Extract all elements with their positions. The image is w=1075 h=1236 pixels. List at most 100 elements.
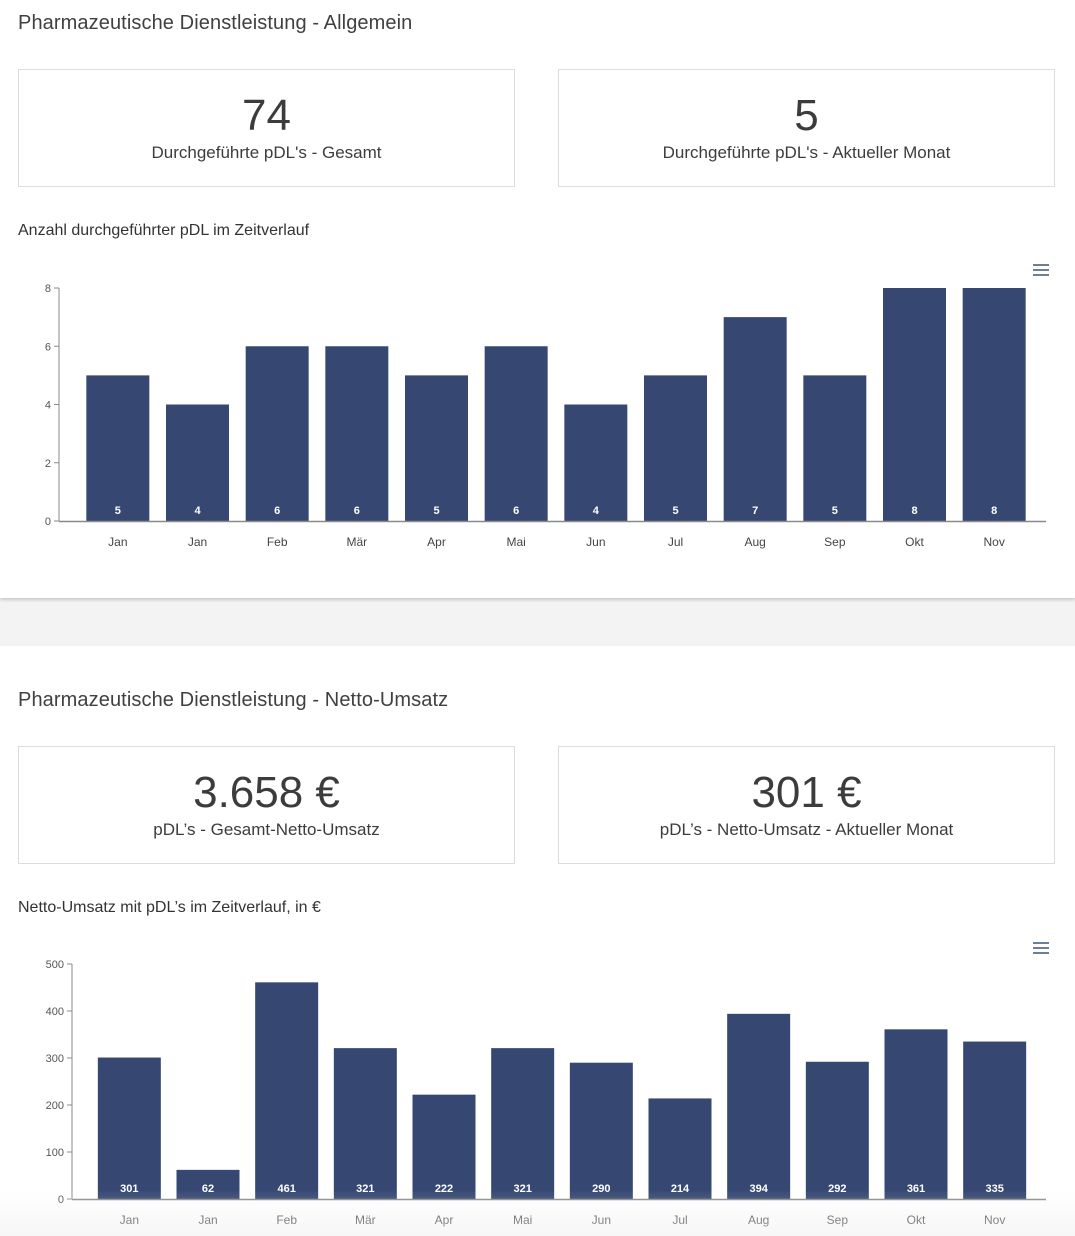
bar[interactable] [484, 346, 548, 521]
bar[interactable] [405, 375, 468, 521]
x-tick-label: Apr [427, 535, 446, 549]
x-tick-label: Jan [188, 535, 207, 549]
kpi-value: 74 [242, 91, 291, 140]
kpi-card-total-revenue: 3.658 € pDL’s - Gesamt-Netto-Umsatz [18, 746, 515, 864]
bar[interactable] [166, 404, 229, 522]
x-tick-label: Mai [506, 535, 525, 549]
x-tick-label: Nov [983, 535, 1004, 549]
kpi-value: 5 [794, 91, 819, 140]
bar[interactable] [723, 317, 787, 521]
y-tick-label: 0 [45, 516, 51, 528]
chart-title: Netto-Umsatz mit pDL’s im Zeitverlauf, i… [18, 899, 321, 916]
x-tick-label: Okt [905, 535, 924, 549]
data-label: 5 [115, 505, 121, 517]
data-label: 6 [354, 505, 360, 517]
data-label: 214 [671, 1183, 690, 1195]
x-tick-label: Feb [267, 535, 288, 549]
data-label: 4 [194, 505, 201, 517]
bar[interactable] [648, 1098, 712, 1199]
bar[interactable] [245, 346, 309, 521]
bar[interactable] [97, 1057, 161, 1199]
kpi-label: pDL’s - Gesamt-Netto-Umsatz [153, 820, 380, 839]
kpi-value: 3.658 € [193, 768, 340, 817]
data-label: 361 [907, 1183, 925, 1195]
x-tick-label: Sep [824, 535, 846, 549]
x-tick-label: Mär [355, 1213, 376, 1227]
bar[interactable] [255, 982, 319, 1199]
x-tick-label: Feb [276, 1213, 297, 1227]
bar[interactable] [962, 288, 1026, 521]
bar[interactable] [644, 375, 707, 521]
bar[interactable] [491, 1048, 555, 1199]
x-tick-label: Apr [435, 1213, 454, 1227]
bar-chart-pdl-count: 0 2 4 6 8 5 Jan 4 Jan 6 Feb 6 Mär 5 Apr 6 Mai 4 Jun 5 Jul 7 Au… [45, 283, 1046, 549]
section-title: Pharmazeutische Dienstleistung - Allgeme… [18, 12, 413, 34]
bar[interactable] [564, 404, 628, 522]
bar[interactable] [884, 1029, 948, 1199]
data-label: 6 [274, 505, 280, 517]
x-tick-label: Mär [346, 535, 367, 549]
bar[interactable] [86, 375, 150, 521]
section-netto-umsatz: Pharmazeutische Dienstleistung - Netto-U… [0, 646, 1075, 1236]
bar[interactable] [569, 1062, 633, 1199]
x-tick-label: Jan [120, 1213, 139, 1227]
data-label: 5 [832, 505, 838, 517]
data-label: 321 [513, 1183, 531, 1195]
section-divider [0, 598, 1075, 646]
bar[interactable] [727, 1013, 791, 1199]
bar[interactable] [412, 1094, 476, 1199]
x-tick-label: Mai [513, 1213, 532, 1227]
data-label: 5 [433, 505, 439, 517]
data-label: 5 [672, 505, 678, 517]
data-label: 394 [749, 1183, 768, 1195]
bar[interactable] [883, 288, 946, 521]
data-label: 290 [592, 1183, 610, 1195]
x-tick-label: Jun [586, 535, 605, 549]
chart-title: Anzahl durchgeführter pDL im Zeitverlauf [18, 222, 310, 239]
y-tick-label: 0 [58, 1194, 64, 1206]
data-label: 461 [277, 1183, 295, 1195]
bar-chart-netto-umsatz: 0 100 200 300 400 500 301 Jan 62 Jan 461 Feb 321 Mär 2… [46, 959, 1046, 1227]
data-label: 301 [120, 1183, 138, 1195]
kpi-card-current-month: 5 Durchgeführte pDL's - Aktueller Monat [558, 69, 1055, 187]
x-tick-label: Aug [748, 1213, 769, 1227]
x-tick-label: Sep [827, 1213, 849, 1227]
hamburger-menu-icon[interactable] [1033, 942, 1049, 954]
hamburger-menu-icon[interactable] [1033, 264, 1049, 276]
data-label: 6 [513, 505, 519, 517]
kpi-label: Durchgeführte pDL's - Aktueller Monat [662, 143, 951, 162]
y-tick-label: 6 [45, 341, 51, 353]
bar[interactable] [325, 346, 389, 521]
x-tick-label: Jul [672, 1213, 687, 1227]
x-tick-label: Jan [198, 1213, 217, 1227]
x-tick-label: Jul [668, 535, 683, 549]
data-label: 8 [991, 505, 997, 517]
x-tick-label: Jan [108, 535, 127, 549]
bar[interactable] [963, 1041, 1027, 1199]
kpi-label: Durchgeführte pDL's - Gesamt [151, 143, 382, 162]
y-tick-label: 2 [45, 458, 51, 470]
x-tick-label: Okt [907, 1213, 926, 1227]
bar[interactable] [805, 1061, 869, 1199]
section-allgemein: Pharmazeutische Dienstleistung - Allgeme… [0, 0, 1075, 598]
data-label: 321 [356, 1183, 374, 1195]
section-title: Pharmazeutische Dienstleistung - Netto-U… [18, 689, 449, 711]
data-label: 4 [593, 505, 600, 517]
bar[interactable] [803, 375, 867, 521]
y-tick-label: 300 [46, 1053, 64, 1065]
y-tick-label: 500 [46, 959, 64, 971]
kpi-card-current-month-revenue: 301 € pDL’s - Netto-Umsatz - Aktueller M… [558, 746, 1055, 864]
bar[interactable] [333, 1048, 397, 1199]
kpi-card-total: 74 Durchgeführte pDL's - Gesamt [18, 69, 515, 187]
x-tick-label: Aug [744, 535, 765, 549]
y-tick-label: 200 [46, 1100, 64, 1112]
data-label: 7 [752, 505, 758, 517]
y-tick-label: 400 [46, 1006, 64, 1018]
y-tick-label: 8 [45, 283, 51, 295]
data-label: 222 [435, 1183, 453, 1195]
kpi-label: pDL’s - Netto-Umsatz - Aktueller Monat [659, 820, 954, 839]
data-label: 62 [202, 1183, 214, 1195]
x-tick-label: Jun [592, 1213, 611, 1227]
x-tick-label: Nov [984, 1213, 1005, 1227]
data-label: 292 [828, 1183, 846, 1195]
